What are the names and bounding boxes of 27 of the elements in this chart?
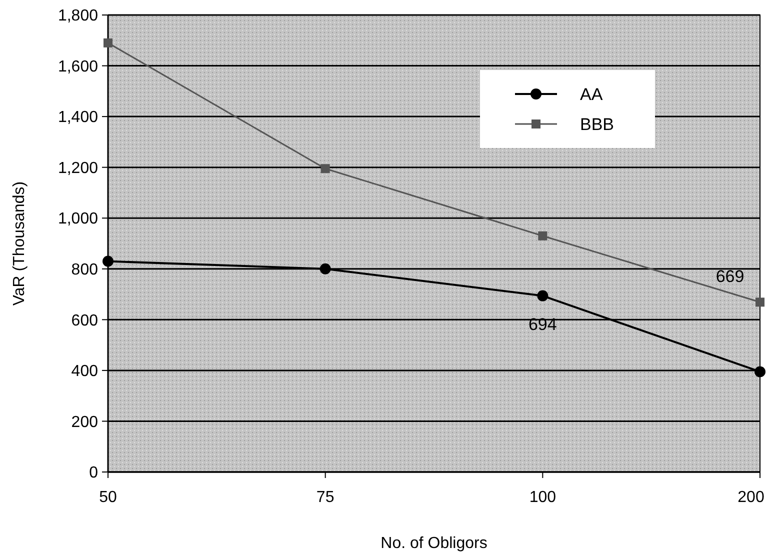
x-tick-label: 100 — [529, 489, 556, 506]
point — [537, 290, 548, 302]
point — [320, 263, 331, 274]
y-tick-label: 1,800 — [58, 8, 98, 25]
x-tick-label: 50 — [99, 489, 117, 506]
point — [104, 38, 112, 48]
point — [102, 256, 114, 267]
y-tick-label: 1,400 — [58, 109, 98, 126]
legend-label: AA — [580, 84, 604, 104]
point — [754, 366, 766, 378]
y-axis-title: VaR (Thousands) — [11, 181, 28, 306]
y-tick-label: 400 — [71, 363, 98, 380]
y-tick-label: 600 — [71, 312, 98, 330]
data-label: 669 — [716, 267, 744, 286]
y-tick-label: 1,200 — [58, 160, 98, 177]
legend-label: BBB — [580, 114, 614, 134]
x-axis-title: No. of Obligors — [380, 535, 488, 552]
y-tick-label: 800 — [71, 261, 98, 278]
point — [320, 164, 330, 174]
y-tick-label: 0 — [89, 464, 98, 482]
point — [538, 231, 548, 240]
y-tick-label: 1,000 — [58, 210, 98, 228]
y-tick-label: 200 — [71, 414, 98, 431]
point — [756, 298, 764, 307]
x-tick-label: 75 — [316, 489, 334, 506]
x-tick-label: 200 — [738, 489, 764, 506]
y-tick-label: 1,600 — [58, 58, 98, 76]
